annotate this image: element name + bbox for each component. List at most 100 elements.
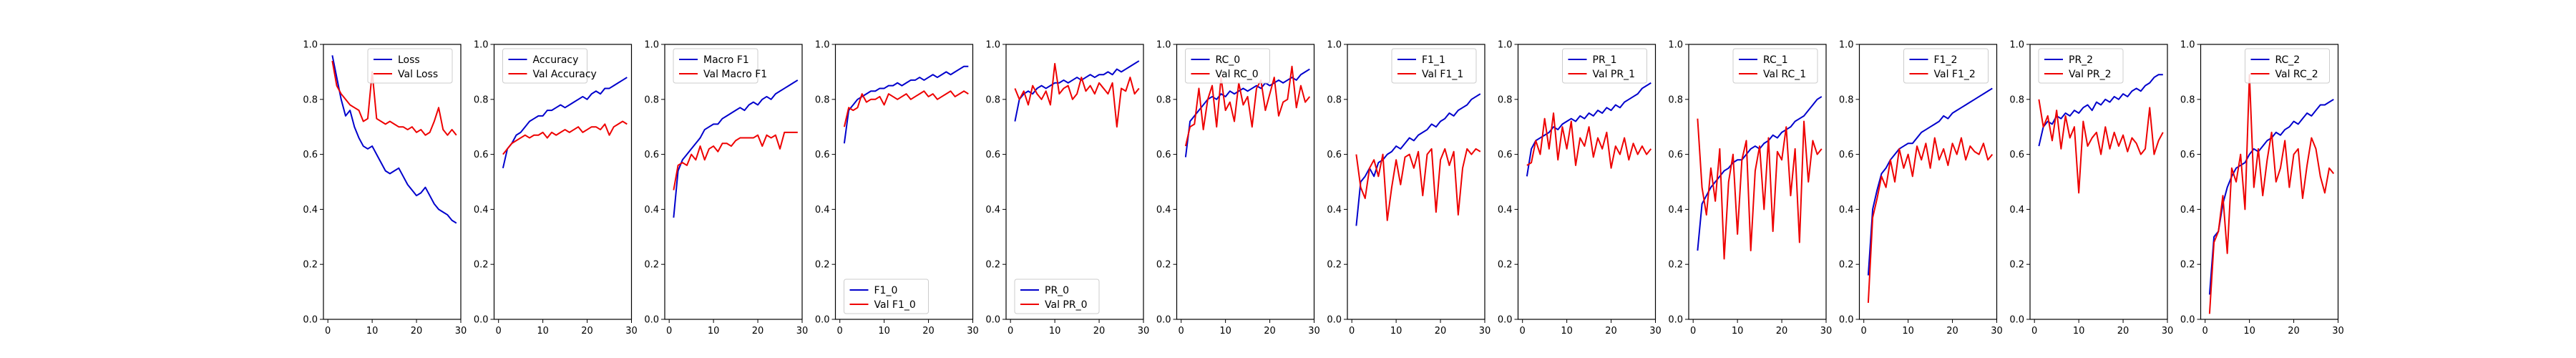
series-line-val — [1867, 137, 1994, 304]
y-tick-label: 0.6 — [1156, 150, 1171, 160]
x-tick-label: 10 — [1219, 326, 1231, 337]
y-tick-label: 0.2 — [2180, 260, 2195, 271]
y-tick-label: 0.0 — [1156, 315, 1171, 326]
y-tick-label: 0.0 — [644, 315, 659, 326]
legend-label: Val PR_0 — [1045, 299, 1088, 311]
y-tick-label: 0.0 — [1498, 315, 1513, 326]
legend: PR_2 Val PR_2 — [2038, 48, 2124, 84]
y-tick-label: 0.6 — [1498, 150, 1513, 160]
y-tick-label: 0.0 — [303, 315, 318, 326]
chart-panel-6: 0.0 0.2 0.4 0.6 0.8 1.0 0 10 20 30 F1_1 Val F1_1 — [1327, 40, 1491, 337]
legend: Accuracy Val Accuracy — [502, 48, 597, 84]
y-tick-label: 0.4 — [1668, 205, 1683, 216]
legend-label: RC_1 — [1763, 54, 1788, 66]
y-tick-label: 0.8 — [2009, 95, 2024, 105]
chart-panel-0: 0.0 0.2 0.4 0.6 0.8 1.0 0 10 20 30 Loss Val Loss — [303, 40, 467, 337]
x-tick-label: 0 — [1349, 326, 1355, 337]
y-tick-label: 0.6 — [1327, 150, 1342, 160]
legend: RC_1 Val RC_1 — [1732, 48, 1818, 84]
x-tick-label: 20 — [922, 326, 935, 337]
y-tick-label: 1.0 — [1839, 40, 1854, 51]
series-line-train — [2208, 98, 2334, 295]
chart-panel-4: 0.0 0.2 0.4 0.6 0.8 1.0 0 10 20 30 PR_0 Val PR_0 — [985, 40, 1149, 337]
axes-frame — [323, 44, 462, 320]
x-tick-label: 10 — [537, 326, 549, 337]
y-tick-label: 0.8 — [1498, 95, 1513, 105]
series-line-train — [2038, 74, 2163, 147]
y-tick-label: 0.8 — [815, 95, 830, 105]
y-tick-label: 0.8 — [2180, 95, 2195, 105]
series-line-train — [1526, 82, 1652, 177]
x-tick-label: 20 — [2117, 326, 2129, 337]
y-tick-label: 0.0 — [2180, 315, 2195, 326]
series-line-train — [1184, 68, 1310, 158]
x-tick-label: 20 — [2288, 326, 2300, 337]
y-tick-label: 0.8 — [1668, 95, 1683, 105]
chart-panel-5: 0.0 0.2 0.4 0.6 0.8 1.0 0 10 20 30 RC_0 Val RC_0 — [1156, 40, 1320, 337]
series-line-val — [1526, 112, 1652, 169]
x-tick-label: 0 — [1179, 326, 1184, 337]
x-tick-label: 10 — [366, 326, 379, 337]
x-tick-label: 20 — [1435, 326, 1447, 337]
axes-frame — [1858, 44, 1998, 320]
x-tick-label: 30 — [796, 326, 809, 337]
y-tick-label: 1.0 — [644, 40, 659, 51]
legend-label: Val RC_1 — [1763, 69, 1806, 80]
legend: F1_2 Val F1_2 — [1903, 48, 1989, 84]
chart-panel-10: 0.0 0.2 0.4 0.6 0.8 1.0 0 10 20 30 PR_2 Val PR_2 — [2009, 40, 2173, 337]
x-tick-label: 0 — [2202, 326, 2208, 337]
x-tick-label: 0 — [837, 326, 843, 337]
y-tick-label: 0.2 — [303, 260, 318, 271]
chart-panel-1: 0.0 0.2 0.4 0.6 0.8 1.0 0 10 20 30 Accuracy Val Acc… — [474, 40, 638, 337]
y-tick-label: 0.6 — [1839, 150, 1854, 160]
legend: PR_1 Val PR_1 — [1562, 48, 1647, 84]
x-tick-label: 10 — [708, 326, 720, 337]
series-line-val — [1014, 62, 1140, 128]
legend-label: Val F1_2 — [1934, 69, 1976, 80]
legend: Loss Val Loss — [367, 48, 453, 84]
y-tick-label: 0.8 — [644, 95, 659, 105]
y-tick-label: 1.0 — [1498, 40, 1513, 51]
y-tick-label: 1.0 — [1327, 40, 1342, 51]
axes-frame — [834, 44, 974, 320]
series-line-train — [1867, 87, 1993, 276]
y-tick-label: 0.8 — [1156, 95, 1171, 105]
axes-frame — [1347, 44, 1485, 320]
chart-panel-2: 0.0 0.2 0.4 0.6 0.8 1.0 0 10 20 30 Macro F1 Val Mac… — [644, 40, 808, 337]
x-tick-label: 30 — [1820, 326, 1833, 337]
series-line-val — [2038, 99, 2164, 194]
x-tick-label: 10 — [1390, 326, 1402, 337]
y-tick-label: 0.8 — [1839, 95, 1854, 105]
legend-label: Val Accuracy — [533, 69, 597, 80]
y-tick-label: 0.4 — [1839, 205, 1854, 216]
x-tick-label: 30 — [1308, 326, 1320, 337]
x-tick-label: 20 — [1776, 326, 1788, 337]
axes-frame — [1176, 44, 1315, 320]
x-tick-label: 0 — [1861, 326, 1867, 337]
x-tick-label: 10 — [1902, 326, 1914, 337]
y-tick-label: 0.0 — [985, 315, 1000, 326]
legend-label: RC_2 — [2275, 54, 2301, 66]
y-tick-label: 0.6 — [2180, 150, 2195, 160]
legend-label: Val PR_2 — [2069, 69, 2112, 80]
series-line-val — [843, 90, 969, 127]
legend-label: F1_0 — [874, 285, 898, 296]
y-tick-label: 0.4 — [1498, 205, 1513, 216]
axes-frame — [493, 44, 633, 320]
x-tick-label: 0 — [2031, 326, 2037, 337]
x-tick-label: 0 — [1690, 326, 1696, 337]
series-line-train — [502, 77, 628, 169]
y-tick-label: 0.0 — [815, 315, 830, 326]
x-tick-label: 30 — [455, 326, 467, 337]
x-tick-label: 10 — [2073, 326, 2085, 337]
legend-label: RC_0 — [1216, 54, 1241, 66]
legend-label: PR_1 — [1593, 54, 1617, 66]
x-tick-label: 10 — [2243, 326, 2255, 337]
y-tick-label: 0.0 — [474, 315, 489, 326]
legend: PR_0 Val PR_0 — [1014, 279, 1100, 314]
y-tick-label: 1.0 — [2009, 40, 2024, 51]
x-tick-label: 30 — [967, 326, 979, 337]
axes-frame — [1517, 44, 1657, 320]
series-line-val — [1184, 65, 1311, 147]
